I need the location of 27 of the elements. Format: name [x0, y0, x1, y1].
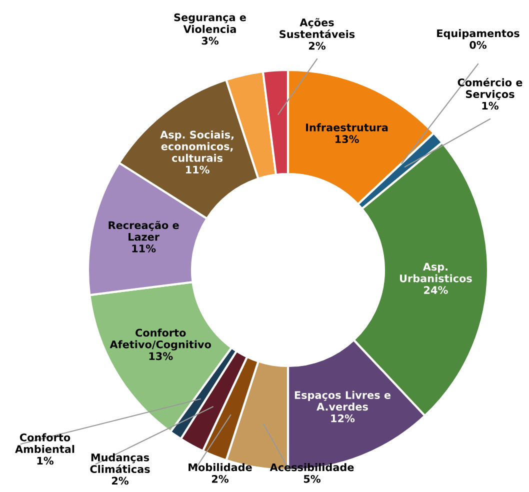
- data-label: 1%: [482, 102, 499, 110]
- slice-label: Conforto Afetivo/Cognitivo: [110, 328, 212, 350]
- slice-label: Asp. Sociais, economicos, culturais: [160, 130, 234, 162]
- slice-label: Espaços Livres e A.verdes: [294, 390, 391, 411]
- data-label: 12%: [331, 414, 355, 422]
- slice-label: Ações Sustentáveis: [280, 18, 355, 38]
- data-label: 2%: [112, 476, 129, 485]
- data-label: 13%: [149, 352, 173, 360]
- data-label: 5%: [304, 474, 321, 483]
- category-label: Equipamentos: [437, 29, 520, 40]
- slice-label: Infraestrutura: [306, 123, 388, 132]
- slice-label: Recreação e Lazer: [108, 220, 179, 241]
- slice-label: Mudanças Climáticas: [90, 453, 150, 474]
- data-label: 1%: [37, 456, 54, 465]
- data-label: 24%: [424, 286, 448, 294]
- slice-label: Segurança e Violencia: [174, 13, 246, 34]
- data-label: 2%: [308, 42, 326, 50]
- data-label: 13%: [335, 135, 359, 144]
- data-label: 11%: [186, 166, 210, 174]
- slice-label: Comércio e Serviços: [458, 78, 522, 100]
- text: 0%: [470, 40, 487, 49]
- slice-label: Asp. Urbanisticos: [400, 262, 472, 282]
- slice-label: Mobilidade: [188, 463, 252, 472]
- slice-label: Conforto Ambiental: [15, 433, 74, 454]
- data-label: 3%: [202, 36, 219, 45]
- data-label: 2%: [212, 474, 229, 483]
- data-label: 11%: [132, 244, 156, 252]
